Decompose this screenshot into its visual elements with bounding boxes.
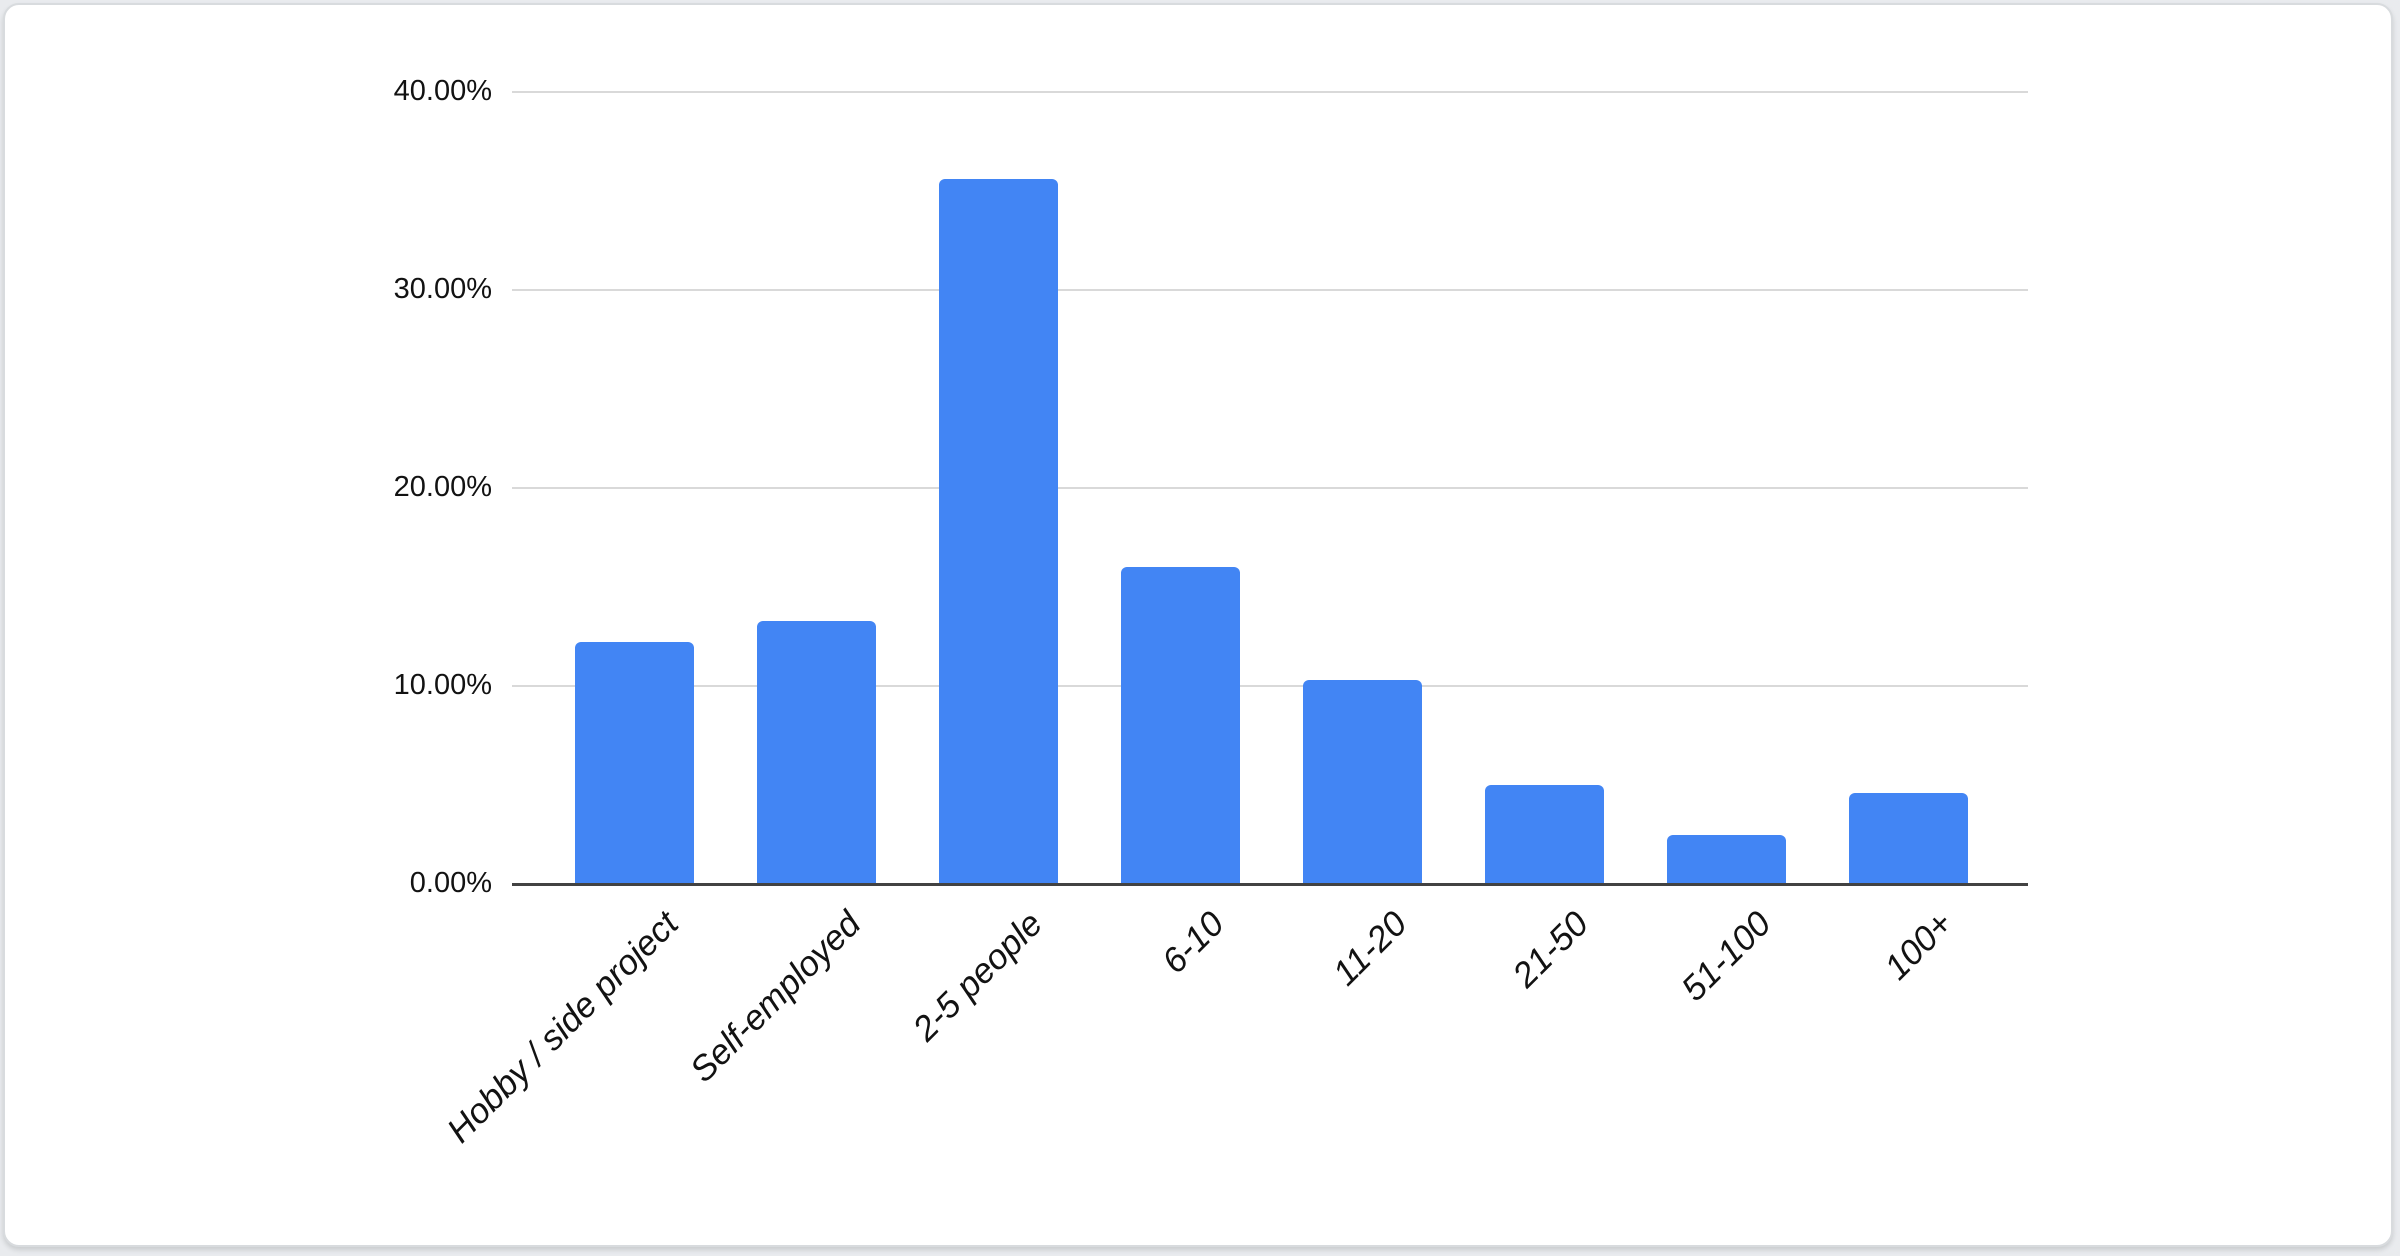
bar-11-20 [1303, 680, 1422, 884]
gridline-30.00pct [512, 289, 2028, 291]
x-axis-label-100: 100+ [1876, 904, 1961, 988]
y-axis-tick-label: 20.00% [393, 470, 492, 503]
x-axis-line [512, 883, 2028, 886]
y-axis-tick-label: 30.00% [393, 272, 492, 305]
gridline-40.00pct [512, 91, 2028, 93]
y-axis-tick-label: 40.00% [393, 74, 492, 107]
bar-2-5-people [939, 179, 1058, 884]
gridline-20.00pct [512, 487, 2028, 489]
bar-6-10 [1121, 567, 1240, 884]
x-axis-label-2-5-people: 2-5 people [905, 904, 1051, 1049]
y-axis-tick-label: 10.00% [393, 668, 492, 701]
bar-100 [1849, 792, 1968, 884]
bar-51-100 [1667, 834, 1786, 884]
x-axis-label-6-10: 6-10 [1154, 904, 1233, 982]
bar-hobby-side-project [575, 642, 694, 884]
bar-21-50 [1485, 785, 1604, 884]
x-axis-label-11-20: 11-20 [1325, 904, 1415, 994]
x-axis-label-self-employed: Self-employed [682, 904, 869, 1090]
x-axis-label-hobby-side-project: Hobby / side project [439, 904, 687, 1151]
x-axis-label-51-100: 51-100 [1673, 904, 1779, 1009]
y-axis-tick-label: 0.00% [409, 866, 492, 899]
gridline-10.00pct [512, 685, 2028, 687]
x-axis-label-21-50: 21-50 [1505, 904, 1597, 995]
bar-self-employed [757, 620, 876, 884]
